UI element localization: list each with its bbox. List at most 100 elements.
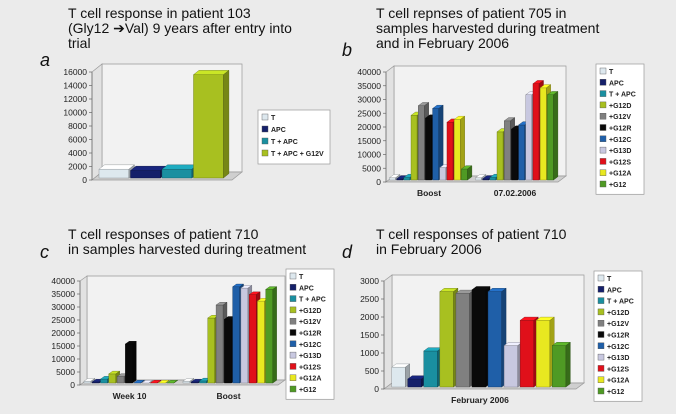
chart-c-svg: 0 5000 10000 15000 20000 25000 30000 35000 40000… bbox=[51, 268, 335, 401]
legend-swatch bbox=[599, 146, 607, 154]
y-tick-label: 4000 bbox=[68, 148, 87, 158]
legend-swatch bbox=[597, 286, 605, 293]
y-tick-label: 30000 bbox=[357, 95, 381, 105]
bar bbox=[265, 286, 278, 384]
y-tick-label: 20000 bbox=[51, 328, 75, 338]
legend-label: +G12R bbox=[299, 331, 321, 338]
y-tick-label: 3000 bbox=[360, 276, 379, 286]
bar bbox=[439, 287, 459, 388]
chart-title: T cell responses of patient 710 in Febru… bbox=[376, 226, 567, 257]
legend-label: +G12V bbox=[609, 114, 631, 121]
legend-swatch bbox=[599, 169, 607, 176]
chart-title: T cell responses of patient 710 in sampl… bbox=[68, 226, 307, 257]
panel-letter: c bbox=[40, 242, 49, 262]
legend-swatch bbox=[597, 331, 605, 338]
legend-swatch bbox=[599, 101, 607, 109]
legend-swatch bbox=[261, 113, 269, 121]
panel-b: T cell repnses of patient 705 in samples… bbox=[338, 0, 676, 207]
bar bbox=[474, 174, 487, 181]
legend-label: +G12D bbox=[299, 308, 321, 315]
legend-label: APC bbox=[607, 287, 622, 294]
legend-label: +G13D bbox=[607, 355, 629, 362]
legend-label: APC bbox=[271, 127, 286, 134]
legend-label: T + APC + G12V bbox=[271, 151, 324, 158]
legend-swatch bbox=[597, 353, 605, 361]
legend-swatch bbox=[599, 158, 607, 165]
chart-a-svg: 0 2000 4000 6000 8000 10000 12000 14000 16000 T AP… bbox=[63, 63, 331, 185]
legend-swatch bbox=[261, 137, 269, 145]
bar bbox=[487, 287, 507, 388]
y-tick-label: 14000 bbox=[63, 81, 87, 91]
legend-box bbox=[257, 109, 331, 165]
legend-label: APC bbox=[609, 80, 624, 87]
legend-swatch bbox=[597, 376, 605, 383]
legend-swatch bbox=[597, 342, 605, 350]
bar bbox=[83, 378, 96, 384]
legend-label: +G12A bbox=[609, 171, 631, 178]
legend-swatch bbox=[597, 319, 605, 327]
legend-swatch bbox=[599, 67, 607, 75]
legend-swatch bbox=[599, 124, 607, 131]
panel-letter: a bbox=[40, 50, 51, 70]
chart-b-svg: 0 5000 10000 15000 20000 25000 30000 35000 40000… bbox=[357, 63, 645, 198]
y-tick-label: 30000 bbox=[51, 302, 75, 312]
y-tick-label: 25000 bbox=[357, 108, 381, 118]
legend-label: T + APC bbox=[607, 299, 634, 306]
y-tick-label: 10000 bbox=[357, 150, 381, 160]
y-tick-label: 2500 bbox=[360, 294, 379, 304]
y-tick-label: 35000 bbox=[357, 81, 381, 91]
panel-letter: b bbox=[342, 40, 353, 60]
y-tick-label: 2000 bbox=[360, 312, 379, 322]
legend-label: +G12C bbox=[609, 137, 631, 144]
bar bbox=[519, 316, 539, 388]
legend-swatch bbox=[289, 340, 297, 348]
legend-swatch bbox=[289, 306, 297, 314]
y-tick-label: 12000 bbox=[63, 94, 87, 104]
panel-a: T cell response in patient 103 (Gly12 ➔V… bbox=[0, 0, 338, 207]
y-tick-label: 1000 bbox=[360, 348, 379, 358]
y-tick-label: 35000 bbox=[51, 289, 75, 299]
panel-d: T cell responses of patient 710 in Febru… bbox=[338, 207, 676, 414]
legend-label: +G12V bbox=[607, 321, 629, 328]
legend-label: T bbox=[607, 276, 612, 283]
bar bbox=[133, 380, 146, 384]
legend-swatch bbox=[599, 135, 607, 143]
chart-title: T cell response in patient 103 (Gly12 ➔V… bbox=[68, 5, 292, 51]
y-tick-label: 10000 bbox=[51, 354, 75, 364]
bar bbox=[546, 91, 559, 181]
legend-label: +G13D bbox=[299, 353, 321, 360]
chart-title: T cell repnses of patient 705 in samples… bbox=[376, 5, 600, 51]
legend-swatch bbox=[289, 284, 297, 291]
legend-label: T bbox=[299, 274, 304, 281]
y-tick-label: 15000 bbox=[357, 136, 381, 146]
bar bbox=[98, 164, 135, 179]
legend-swatch bbox=[599, 112, 607, 120]
legend-label: +G12S bbox=[609, 159, 631, 166]
x-tick-label: Week 10 bbox=[113, 391, 147, 401]
legend-swatch bbox=[597, 297, 605, 304]
bar bbox=[455, 289, 475, 388]
legend-label: +G12R bbox=[609, 126, 631, 133]
bar bbox=[453, 115, 466, 181]
legend-label: APC bbox=[299, 285, 314, 292]
bar bbox=[166, 380, 179, 384]
legend-swatch bbox=[289, 363, 297, 370]
legend-swatch bbox=[597, 308, 605, 316]
panel-letter: d bbox=[342, 242, 353, 262]
legend-swatch bbox=[261, 149, 269, 157]
legend-label: T + APC bbox=[271, 139, 298, 146]
legend-swatch bbox=[599, 90, 607, 97]
chart-d-svg: 0 500 1000 1500 2000 2500 3000 February 2006 T AP… bbox=[360, 270, 643, 405]
legend-label: +G12D bbox=[609, 103, 631, 110]
legend-swatch bbox=[289, 385, 297, 393]
bar bbox=[535, 316, 555, 388]
y-tick-label: 2000 bbox=[68, 162, 87, 172]
bar bbox=[129, 165, 167, 179]
bar bbox=[192, 69, 230, 179]
legend-label: +G12S bbox=[299, 364, 321, 371]
legend-swatch bbox=[289, 272, 297, 280]
legend-label: T + APC bbox=[609, 92, 636, 99]
bar bbox=[503, 341, 523, 388]
plot-side-wall bbox=[383, 274, 393, 390]
bar bbox=[471, 286, 491, 388]
